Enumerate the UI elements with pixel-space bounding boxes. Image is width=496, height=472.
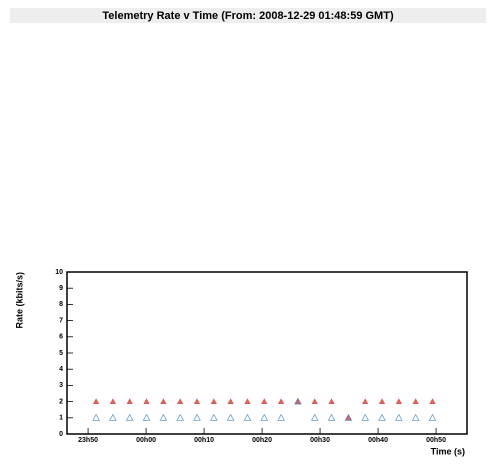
title-box	[10, 8, 486, 23]
y-tick-label: 7	[59, 317, 63, 324]
data-point	[277, 413, 285, 421]
x-tick-label: 00h50	[426, 437, 446, 444]
data-point	[92, 413, 100, 421]
x-tick-label: 00h40	[368, 437, 388, 444]
y-tick-label: 10	[55, 269, 63, 276]
data-point	[328, 398, 335, 405]
data-point	[193, 413, 201, 421]
x-tick-label: 00h10	[194, 437, 214, 444]
data-point	[429, 398, 436, 405]
data-point	[395, 398, 403, 405]
data-point	[327, 413, 336, 421]
data-point	[226, 413, 235, 421]
y-tick-label: 1	[59, 415, 63, 422]
chart-title: Telemetry Rate v Time (From: 2008-12-29 …	[102, 10, 394, 22]
data-point	[428, 413, 437, 421]
data-point	[193, 398, 201, 405]
data-point	[412, 398, 419, 405]
data-point	[378, 413, 386, 421]
data-point	[310, 413, 319, 421]
data-point	[260, 413, 269, 421]
data-point	[344, 413, 353, 421]
data-point	[125, 413, 134, 421]
y-tick-label: 4	[59, 366, 63, 373]
data-point	[160, 398, 167, 405]
data-point	[109, 398, 117, 405]
data-point	[411, 413, 420, 421]
data-point	[277, 398, 285, 405]
x-tick-label: 00h20	[252, 437, 272, 444]
y-tick-label: 3	[59, 382, 63, 389]
x-tick-label: 00h30	[310, 437, 330, 444]
data-point	[243, 413, 252, 421]
data-point	[362, 398, 369, 405]
data-point	[176, 413, 185, 421]
data-point	[261, 398, 268, 405]
data-point	[159, 413, 168, 421]
data-point	[209, 413, 218, 421]
plot-frame	[66, 271, 468, 435]
x-tick-label: 23h50	[78, 437, 98, 444]
data-point	[227, 398, 234, 405]
x-axis-title: Time (s)	[431, 446, 465, 456]
data-point	[361, 413, 370, 421]
data-point	[92, 398, 100, 405]
data-point	[394, 413, 403, 421]
data-point	[109, 413, 117, 421]
data-point	[294, 397, 302, 405]
data-point	[311, 398, 318, 405]
x-tick-label: 00h00	[136, 437, 156, 444]
y-axis-title: Rate (kbits/s)	[14, 272, 24, 329]
data-point	[378, 398, 386, 405]
y-tick-label: 0	[59, 431, 63, 438]
y-tick-label: 2	[59, 398, 63, 405]
data-point	[210, 398, 218, 405]
y-tick-label: 6	[59, 334, 63, 341]
data-point	[142, 413, 151, 421]
y-tick-label: 9	[59, 285, 63, 292]
data-point	[126, 398, 133, 405]
data-point	[177, 398, 184, 405]
y-tick-label: 5	[59, 350, 63, 357]
data-point	[143, 398, 150, 405]
data-point	[244, 398, 251, 405]
y-tick-label: 8	[59, 301, 63, 308]
